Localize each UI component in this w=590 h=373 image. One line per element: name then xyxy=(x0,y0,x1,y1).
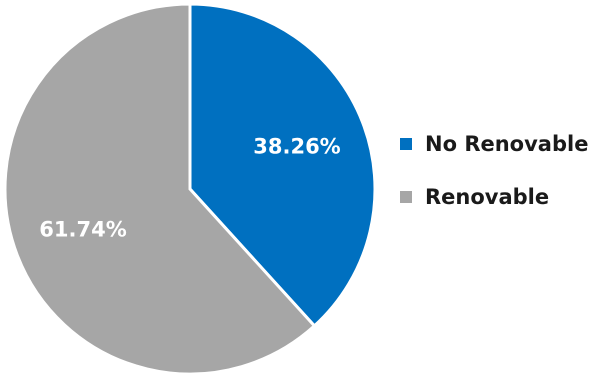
pie-slice-no-renovable xyxy=(188,2,377,329)
legend: No Renovable Renovable xyxy=(400,128,588,234)
data-label-no-renovable: 38.26% xyxy=(253,135,340,159)
legend-label-renovable: Renovable xyxy=(425,185,550,209)
legend-item-no-renovable: No Renovable xyxy=(400,128,588,160)
legend-swatch-renovable xyxy=(400,191,412,203)
legend-item-renovable: Renovable xyxy=(400,181,588,213)
pie-slice-renovable xyxy=(3,2,317,373)
data-label-renovable: 61.74% xyxy=(39,217,126,241)
pie-plot-area: 38.26% 61.74% xyxy=(3,2,377,373)
legend-swatch-no-renovable xyxy=(400,138,412,150)
legend-label-no-renovable: No Renovable xyxy=(425,132,589,156)
